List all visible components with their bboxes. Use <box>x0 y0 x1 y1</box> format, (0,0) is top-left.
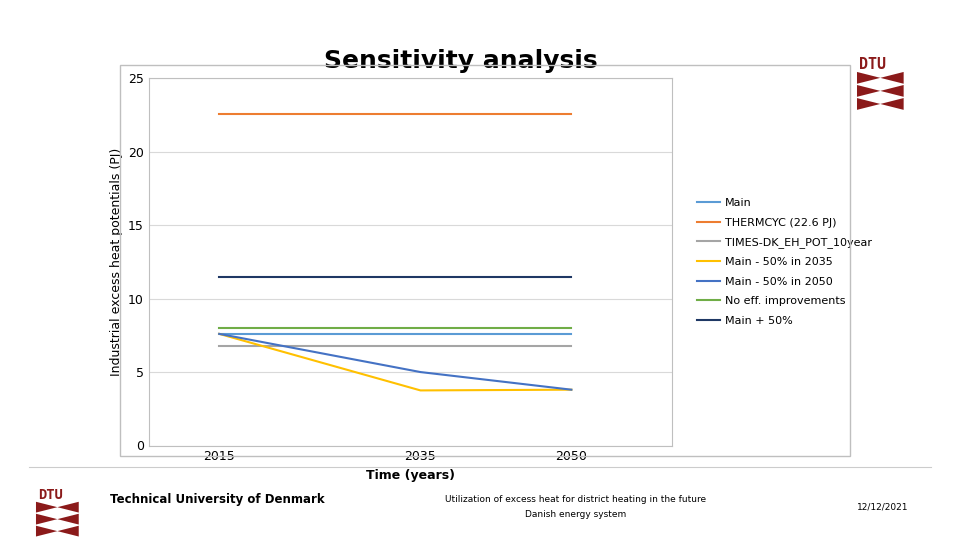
Main - 50% in 2035 <box>565 387 577 393</box>
Polygon shape <box>36 514 58 524</box>
Polygon shape <box>857 85 880 97</box>
No eff. improvements <box>565 325 577 331</box>
Text: DTU: DTU <box>859 57 886 72</box>
Main + 50% <box>415 273 426 280</box>
Main - 50% in 2035 <box>213 330 225 337</box>
Polygon shape <box>58 502 79 512</box>
Text: Sensitivity analysis: Sensitivity analysis <box>324 49 598 72</box>
Main - 50% in 2050 <box>415 369 426 375</box>
Main - 50% in 2050 <box>565 387 577 393</box>
Y-axis label: Industrial excess heat potentials (PJ): Industrial excess heat potentials (PJ) <box>109 148 123 376</box>
Polygon shape <box>880 85 903 97</box>
No eff. improvements <box>213 325 225 331</box>
Polygon shape <box>880 98 903 110</box>
THERMCYC (22.6 PJ) <box>565 110 577 117</box>
Main + 50% <box>213 273 225 280</box>
TIMES-DK_EH_POT_10year <box>565 342 577 349</box>
Main <box>415 330 426 337</box>
Line: Main - 50% in 2035: Main - 50% in 2035 <box>219 334 571 390</box>
Main + 50% <box>565 273 577 280</box>
Text: 12/12/2021: 12/12/2021 <box>857 502 909 511</box>
Polygon shape <box>36 526 58 537</box>
THERMCYC (22.6 PJ) <box>415 110 426 117</box>
Legend: Main, THERMCYC (22.6 PJ), TIMES-DK_EH_POT_10year, Main - 50% in 2035, Main - 50%: Main, THERMCYC (22.6 PJ), TIMES-DK_EH_PO… <box>693 194 876 330</box>
X-axis label: Time (years): Time (years) <box>366 469 455 482</box>
Text: DTU: DTU <box>38 488 63 502</box>
TIMES-DK_EH_POT_10year <box>415 342 426 349</box>
THERMCYC (22.6 PJ) <box>213 110 225 117</box>
Polygon shape <box>857 72 880 84</box>
Polygon shape <box>857 98 880 110</box>
Text: Technical University of Denmark: Technical University of Denmark <box>110 493 325 506</box>
No eff. improvements <box>415 325 426 331</box>
Polygon shape <box>58 526 79 537</box>
Text: Danish energy system: Danish energy system <box>525 510 627 518</box>
Main - 50% in 2035 <box>415 387 426 394</box>
Main <box>213 330 225 337</box>
Polygon shape <box>880 72 903 84</box>
Polygon shape <box>36 502 58 512</box>
Line: Main - 50% in 2050: Main - 50% in 2050 <box>219 334 571 390</box>
Main <box>565 330 577 337</box>
Polygon shape <box>58 514 79 524</box>
TIMES-DK_EH_POT_10year <box>213 342 225 349</box>
Text: Utilization of excess heat for district heating in the future: Utilization of excess heat for district … <box>445 495 707 504</box>
Main - 50% in 2050 <box>213 330 225 337</box>
